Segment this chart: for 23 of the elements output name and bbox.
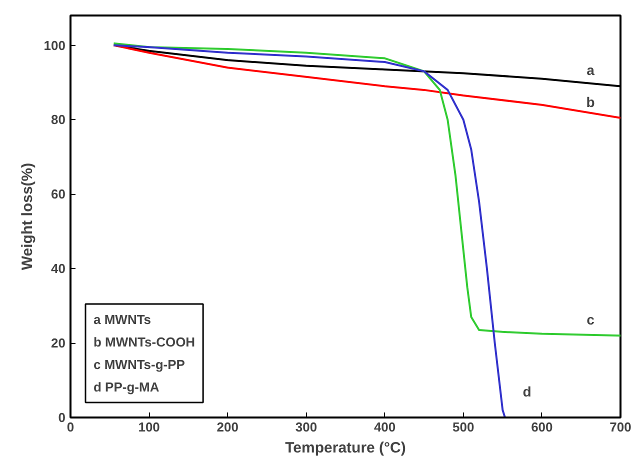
annotation: b MWNTs-COOH (94, 334, 196, 350)
y-tick-label: 40 (51, 261, 66, 276)
x-tick-label: 100 (138, 420, 160, 434)
series-label: c (586, 312, 595, 328)
y-tick-label: 60 (51, 186, 66, 202)
series-label: d (522, 384, 532, 400)
y-tick-label: 20 (51, 336, 66, 351)
x-tick-label: 600 (531, 420, 553, 434)
x-tick-label: 200 (216, 420, 238, 434)
x-tick-label: 300 (295, 420, 318, 434)
x-tick-label: 400 (374, 420, 396, 434)
x-axis-title: Temperature (°C) (285, 440, 406, 456)
series-label: b (586, 94, 595, 110)
x-tick-label: 500 (452, 420, 474, 434)
y-tick-label: 80 (51, 112, 66, 128)
annotation: d PP-g-MA (94, 380, 160, 394)
annotation: c MWNTs-g-PP (94, 357, 186, 372)
annotation: a MWNTs (94, 312, 152, 327)
y-tick-label: 0 (58, 410, 66, 425)
y-tick-label: 100 (44, 38, 66, 53)
y-axis-title: Weight loss(%) (18, 162, 36, 270)
x-tick-label: 700 (610, 420, 632, 434)
series-label: a (586, 62, 595, 78)
